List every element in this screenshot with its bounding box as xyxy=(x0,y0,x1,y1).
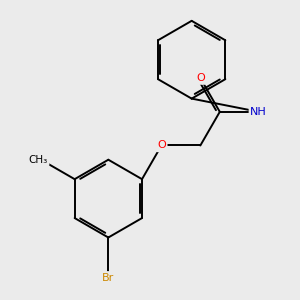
Text: O: O xyxy=(196,73,205,83)
Text: NH: NH xyxy=(250,107,267,117)
Text: Br: Br xyxy=(102,273,115,283)
Text: CH₃: CH₃ xyxy=(28,155,48,165)
Text: O: O xyxy=(157,140,166,151)
